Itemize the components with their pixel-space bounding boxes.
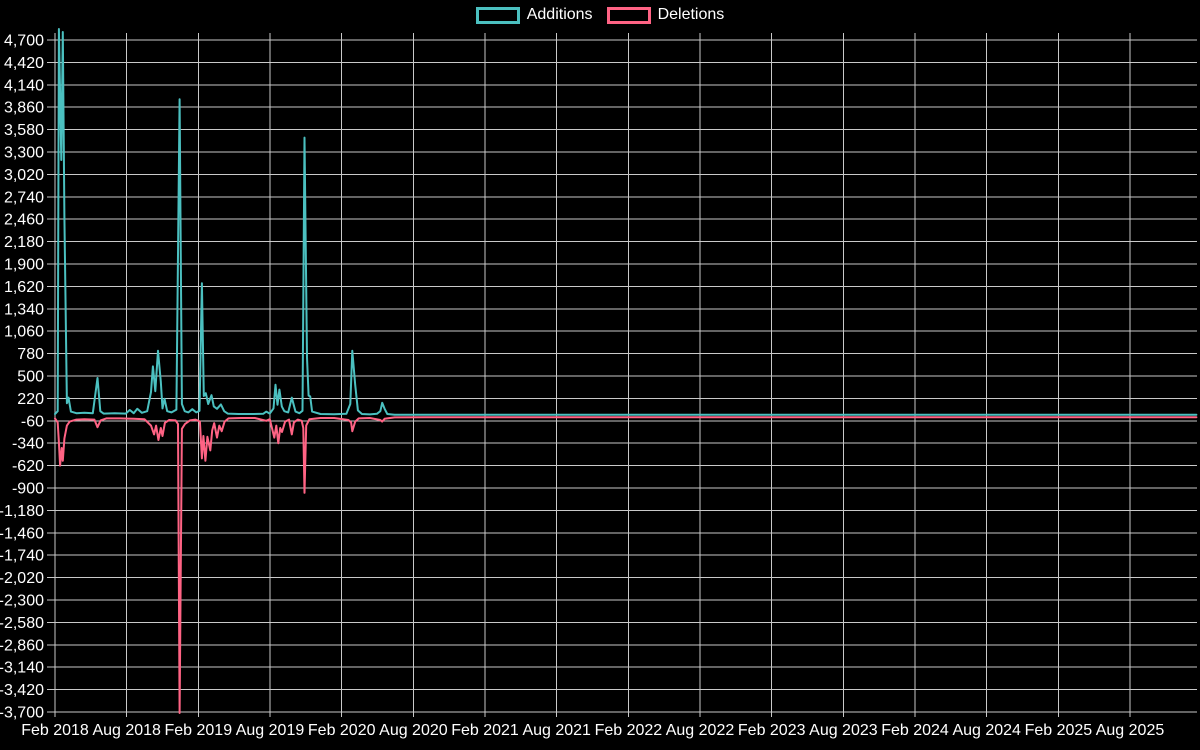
- y-tick-label: 1,900: [4, 257, 44, 274]
- y-tick-label: 2,180: [4, 234, 44, 251]
- legend-item-additions[interactable]: Additions: [475, 6, 593, 24]
- y-tick-label: 1,060: [4, 324, 44, 341]
- y-tick-label: 4,700: [4, 33, 44, 50]
- y-tick-label: -2,300: [0, 593, 44, 610]
- x-tick-label: Aug 2024: [952, 722, 1021, 739]
- y-tick-label: -340: [12, 436, 44, 453]
- additions-swatch-icon: [475, 6, 520, 24]
- x-tick-label: Feb 2025: [1025, 722, 1093, 739]
- y-tick-label: -1,180: [0, 503, 44, 520]
- x-tick-label: Feb 2020: [308, 722, 376, 739]
- additions-line: [54, 28, 1198, 416]
- y-tick-label: 3,580: [4, 122, 44, 139]
- y-tick-label: 220: [17, 391, 44, 408]
- y-tick-label: -3,700: [0, 705, 44, 722]
- y-tick-label: -1,740: [0, 548, 44, 565]
- deletions-swatch-icon: [606, 6, 651, 24]
- x-tick-label: Aug 2025: [1096, 722, 1165, 739]
- chart-legend: Additions Deletions: [0, 6, 1200, 24]
- y-tick-label: -2,860: [0, 637, 44, 654]
- x-tick-label: Aug 2022: [666, 722, 735, 739]
- x-tick-label: Aug 2019: [236, 722, 305, 739]
- x-tick-label: Feb 2018: [21, 722, 89, 739]
- y-tick-label: -2,580: [0, 615, 44, 632]
- y-tick-label: -60: [21, 413, 44, 430]
- x-tick-label: Feb 2019: [164, 722, 232, 739]
- deletions-line: [54, 416, 1198, 714]
- legend-item-deletions[interactable]: Deletions: [606, 6, 725, 24]
- y-tick-label: -1,460: [0, 525, 44, 542]
- x-tick-label: Feb 2024: [881, 722, 949, 739]
- legend-label-additions: Additions: [526, 6, 593, 23]
- x-tick-label: Feb 2022: [595, 722, 663, 739]
- y-tick-label: 500: [17, 369, 44, 386]
- y-tick-label: -900: [12, 481, 44, 498]
- y-tick-label: -2,020: [0, 570, 44, 587]
- x-tick-label: Feb 2021: [451, 722, 519, 739]
- y-tick-label: 4,140: [4, 77, 44, 94]
- y-tick-label: -3,420: [0, 682, 44, 699]
- y-tick-label: 2,740: [4, 189, 44, 206]
- x-tick-label: Aug 2020: [379, 722, 448, 739]
- x-tick-label: Aug 2023: [809, 722, 878, 739]
- x-tick-label: Feb 2023: [738, 722, 806, 739]
- y-tick-label: 4,420: [4, 55, 44, 72]
- legend-label-deletions: Deletions: [657, 6, 725, 23]
- x-tick-label: Aug 2021: [522, 722, 591, 739]
- y-tick-label: 2,460: [4, 212, 44, 229]
- y-tick-label: 1,620: [4, 279, 44, 296]
- y-tick-label: -620: [12, 458, 44, 475]
- y-tick-label: 1,340: [4, 301, 44, 318]
- y-tick-label: 780: [17, 346, 44, 363]
- x-tick-label: Aug 2018: [92, 722, 161, 739]
- y-tick-label: 3,860: [4, 100, 44, 117]
- y-tick-label: -3,140: [0, 660, 44, 677]
- y-tick-label: 3,300: [4, 145, 44, 162]
- y-tick-label: 3,020: [4, 167, 44, 184]
